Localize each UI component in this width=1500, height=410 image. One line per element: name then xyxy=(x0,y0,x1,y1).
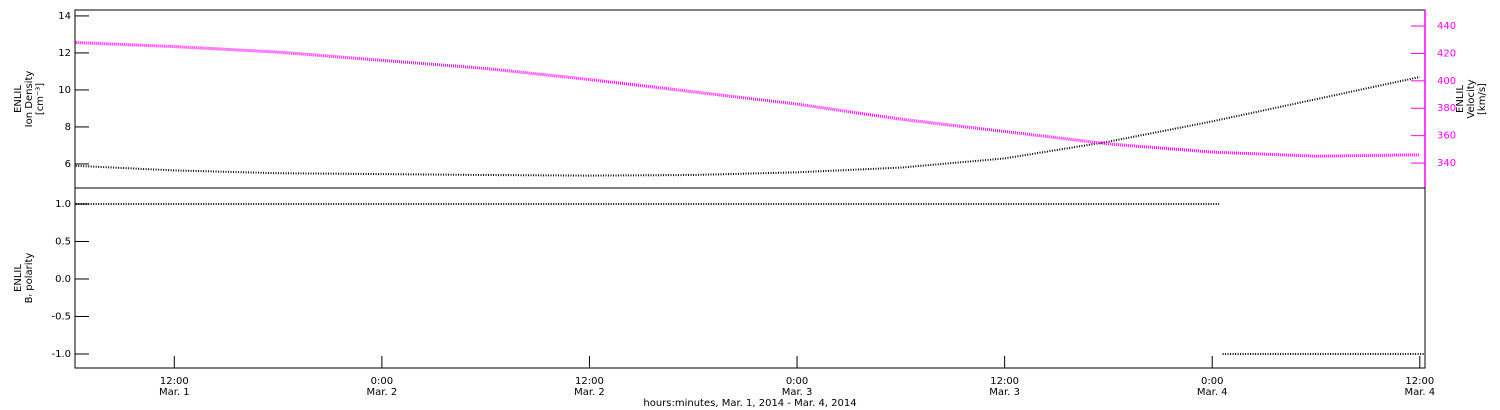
data-line xyxy=(75,41,1420,158)
y-tick-label: 12 xyxy=(58,48,71,59)
y2-tick-label: 420 xyxy=(1437,48,1456,59)
x-tick-label: 0:00 xyxy=(1201,376,1223,387)
y-tick-label: 0.5 xyxy=(55,236,71,247)
x-tick-label: 0:00 xyxy=(786,376,808,387)
y2-tick-label: 360 xyxy=(1437,131,1456,142)
y-axis-label: ENLIL xyxy=(13,85,24,113)
x-tick-date: Mar. 4 xyxy=(1197,387,1228,398)
y-tick-label: -1.0 xyxy=(51,349,71,360)
x-tick-date: Mar. 3 xyxy=(782,387,813,398)
x-tick-date: Mar. 2 xyxy=(367,387,398,398)
x-tick-date: Mar. 4 xyxy=(1404,387,1435,398)
data-line xyxy=(75,203,1425,355)
x-tick-date: Mar. 1 xyxy=(159,387,190,398)
y-tick-label: 10 xyxy=(58,85,71,96)
plot-frame xyxy=(74,187,1426,369)
y-tick-label: 8 xyxy=(65,122,71,133)
y-tick-label: 6 xyxy=(65,159,71,170)
y2-axis-label: ENLIL xyxy=(1455,85,1466,113)
x-tick-label: 0:00 xyxy=(371,376,393,387)
y-axis-label: Bᵣ polarity xyxy=(24,253,35,304)
y2-tick-label: 400 xyxy=(1437,76,1456,87)
x-tick-date: Mar. 3 xyxy=(989,387,1020,398)
x-tick-label: 12:00 xyxy=(160,376,189,387)
y-tick-label: 1.0 xyxy=(55,199,71,210)
y2-tick-label: 440 xyxy=(1437,21,1456,32)
x-tick-label: 12:00 xyxy=(575,376,604,387)
y-axis-label: ENLIL xyxy=(13,264,24,292)
x-axis-label: hours:minutes, Mar. 1, 2014 - Mar. 4, 20… xyxy=(643,398,856,409)
y2-tick-label: 340 xyxy=(1437,158,1456,169)
y-axis-label: [cm⁻³] xyxy=(35,83,46,115)
y-tick-label: 14 xyxy=(58,11,71,22)
y-axis-label: Ion Density xyxy=(24,71,35,128)
y2-tick-label: 380 xyxy=(1437,103,1456,114)
x-tick-label: 12:00 xyxy=(990,376,1019,387)
x-tick-label: 12:00 xyxy=(1405,376,1434,387)
x-tick-date: Mar. 2 xyxy=(574,387,605,398)
y-tick-label: -0.5 xyxy=(51,311,71,322)
y2-axis-label: Velocity xyxy=(1466,79,1477,118)
y2-axis-label: [km/s] xyxy=(1477,83,1488,115)
y-tick-label: 0.0 xyxy=(55,274,71,285)
data-line xyxy=(75,76,1421,177)
